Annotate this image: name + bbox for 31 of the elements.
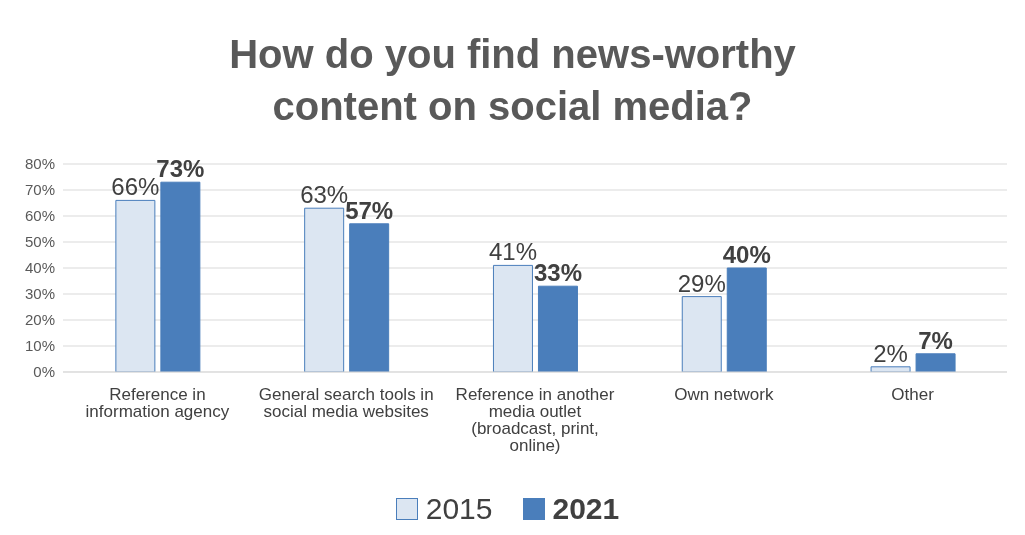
data-label: 29% [677, 269, 726, 297]
chart-title: How do you find news-worthy content on social media? [228, 31, 797, 130]
y-tick-label: 20% [24, 311, 55, 329]
legend-label: 2021 [551, 492, 620, 526]
bar [537, 285, 578, 372]
data-label: 2% [873, 339, 908, 367]
bar [915, 353, 956, 372]
y-tick-label: 50% [24, 233, 55, 251]
y-tick-label: 10% [24, 337, 55, 355]
y-tick-label: 30% [24, 285, 55, 303]
data-label: 7% [918, 326, 953, 354]
bar [160, 181, 201, 372]
bar [681, 296, 722, 372]
bar [492, 264, 533, 372]
bar [349, 223, 390, 372]
x-tick-label: Reference in another media outlet (broadcast, print, online) [455, 385, 615, 456]
y-tick-label: 40% [24, 259, 55, 277]
y-tick-label: 70% [24, 181, 55, 199]
data-label: 40% [722, 241, 771, 268]
y-tick-label: 0% [33, 363, 55, 381]
x-tick-label: Own network [674, 385, 774, 405]
bar [304, 207, 345, 372]
y-tick-label: 80% [24, 155, 55, 173]
bar [726, 267, 767, 372]
x-tick-label: General search tools in social media websites [258, 385, 434, 422]
x-tick-label: Other [891, 385, 935, 405]
x-tick-label: Reference in information agency [85, 385, 230, 422]
bar [115, 199, 156, 372]
bar [870, 366, 911, 372]
y-tick-label: 60% [24, 207, 55, 225]
legend-label: 2015 [424, 492, 493, 526]
